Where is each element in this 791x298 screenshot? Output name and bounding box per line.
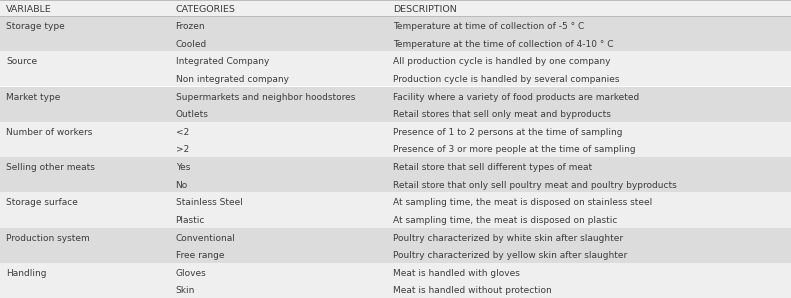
- Text: Retail stores that sell only meat and byproducts: Retail stores that sell only meat and by…: [393, 110, 611, 119]
- Text: Storage type: Storage type: [6, 22, 65, 31]
- Text: Outlets: Outlets: [176, 110, 209, 119]
- Text: Non integrated company: Non integrated company: [176, 75, 289, 84]
- Bar: [0, 139, 791, 157]
- Bar: [0, 210, 791, 227]
- Text: CATEGORIES: CATEGORIES: [176, 5, 236, 14]
- Bar: [0, 227, 791, 245]
- Text: Gloves: Gloves: [176, 269, 206, 278]
- Bar: [0, 175, 791, 192]
- Text: Poultry characterized by yellow skin after slaughter: Poultry characterized by yellow skin aft…: [393, 251, 627, 260]
- Bar: [0, 16, 791, 34]
- Text: Presence of 3 or more people at the time of sampling: Presence of 3 or more people at the time…: [393, 145, 636, 154]
- Text: Meat is handled without protection: Meat is handled without protection: [393, 286, 552, 295]
- Text: Conventional: Conventional: [176, 234, 236, 243]
- Text: >2: >2: [176, 145, 189, 154]
- Text: Facility where a variety of food products are marketed: Facility where a variety of food product…: [393, 93, 639, 102]
- Bar: [0, 122, 791, 139]
- Text: Source: Source: [6, 57, 37, 66]
- Bar: [0, 280, 791, 298]
- Text: Market type: Market type: [6, 93, 61, 102]
- Text: Poultry characterized by white skin after slaughter: Poultry characterized by white skin afte…: [393, 234, 623, 243]
- Text: Skin: Skin: [176, 286, 195, 295]
- Text: Free range: Free range: [176, 251, 224, 260]
- Bar: [0, 34, 791, 51]
- Text: Stainless Steel: Stainless Steel: [176, 198, 243, 207]
- Text: Number of workers: Number of workers: [6, 128, 93, 137]
- Bar: [0, 157, 791, 175]
- Text: No: No: [176, 181, 187, 190]
- Text: Production cycle is handled by several companies: Production cycle is handled by several c…: [393, 75, 619, 84]
- Text: Supermarkets and neighbor hoodstores: Supermarkets and neighbor hoodstores: [176, 93, 355, 102]
- Text: Meat is handled with gloves: Meat is handled with gloves: [393, 269, 520, 278]
- Text: Presence of 1 to 2 persons at the time of sampling: Presence of 1 to 2 persons at the time o…: [393, 128, 623, 137]
- Bar: [0, 69, 791, 86]
- Text: Retail store that sell different types of meat: Retail store that sell different types o…: [393, 163, 592, 172]
- Text: <2: <2: [176, 128, 189, 137]
- Bar: [0, 0, 791, 16]
- Text: Cooled: Cooled: [176, 40, 207, 49]
- Text: Selling other meats: Selling other meats: [6, 163, 95, 172]
- Text: Production system: Production system: [6, 234, 90, 243]
- Text: At sampling time, the meat is disposed on plastic: At sampling time, the meat is disposed o…: [393, 216, 618, 225]
- Bar: [0, 245, 791, 263]
- Text: Temperature at the time of collection of 4-10 ° C: Temperature at the time of collection of…: [393, 40, 614, 49]
- Text: Integrated Company: Integrated Company: [176, 57, 269, 66]
- Text: VARIABLE: VARIABLE: [6, 5, 52, 14]
- Text: Plastic: Plastic: [176, 216, 205, 225]
- Text: Temperature at time of collection of -5 ° C: Temperature at time of collection of -5 …: [393, 22, 585, 31]
- Text: All production cycle is handled by one company: All production cycle is handled by one c…: [393, 57, 611, 66]
- Text: Storage surface: Storage surface: [6, 198, 78, 207]
- Bar: [0, 192, 791, 210]
- Bar: [0, 104, 791, 122]
- Text: At sampling time, the meat is disposed on stainless steel: At sampling time, the meat is disposed o…: [393, 198, 653, 207]
- Text: Frozen: Frozen: [176, 22, 205, 31]
- Text: Handling: Handling: [6, 269, 47, 278]
- Bar: [0, 86, 791, 104]
- Text: DESCRIPTION: DESCRIPTION: [393, 5, 457, 14]
- Bar: [0, 51, 791, 69]
- Bar: [0, 263, 791, 280]
- Text: Retail store that only sell poultry meat and poultry byproducts: Retail store that only sell poultry meat…: [393, 181, 677, 190]
- Text: Yes: Yes: [176, 163, 190, 172]
